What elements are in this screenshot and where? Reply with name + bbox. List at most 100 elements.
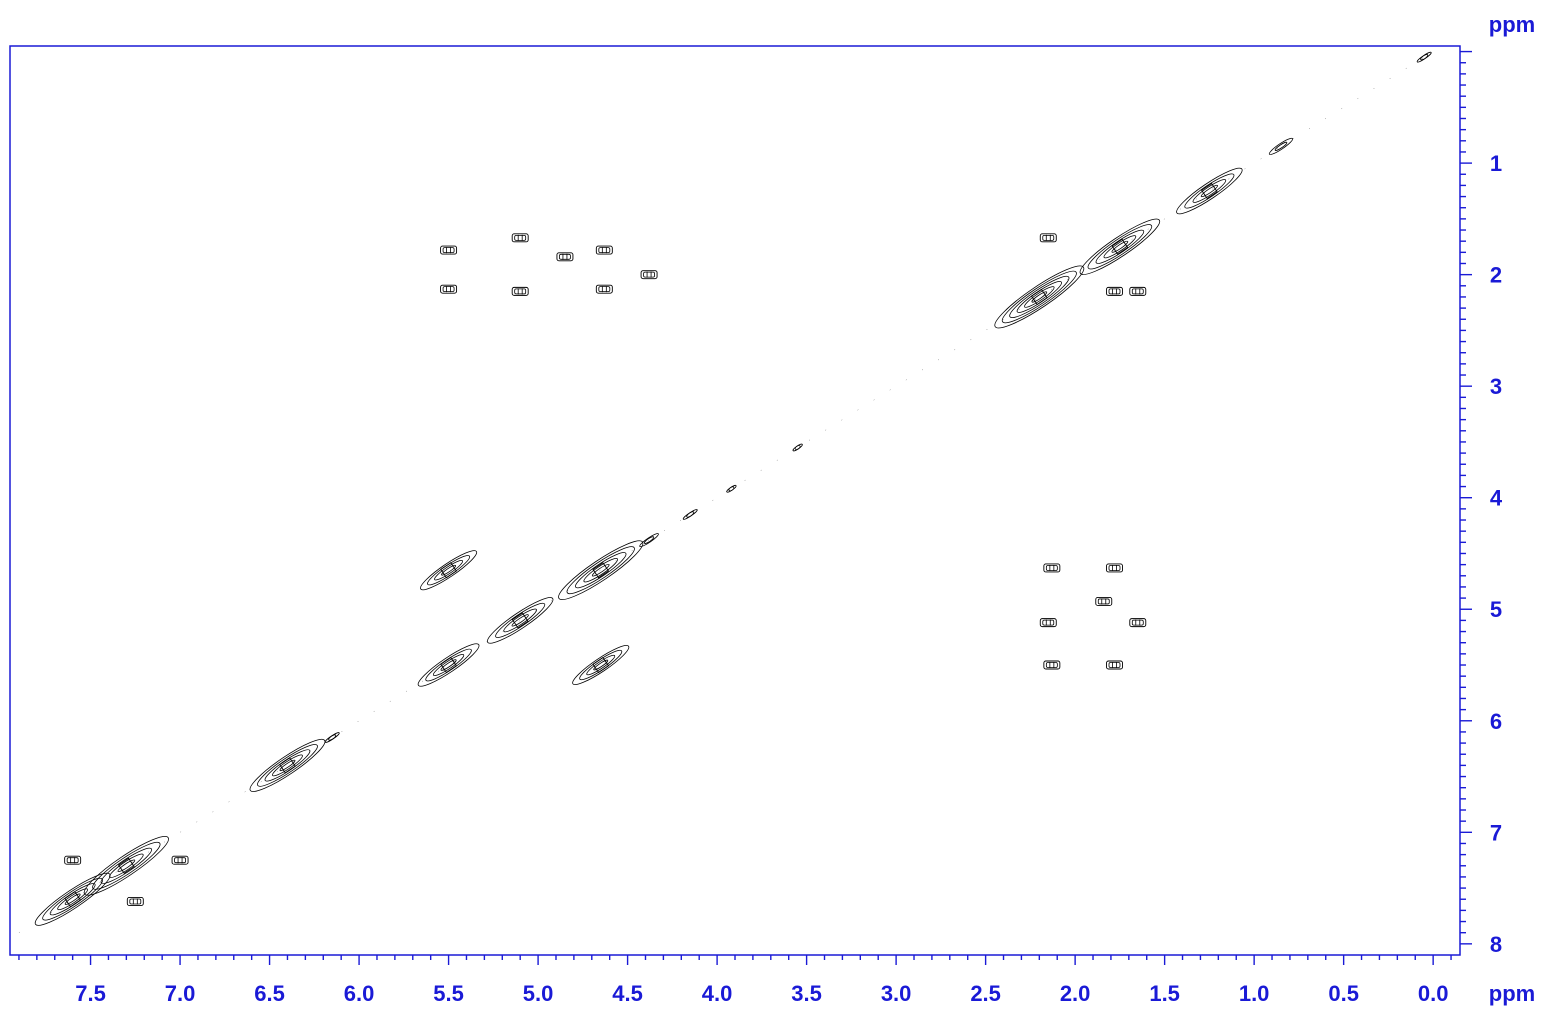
contour-level [83, 836, 169, 896]
contour-level [794, 445, 801, 450]
diagonal-peak [1079, 218, 1161, 275]
contour-level [591, 563, 610, 577]
diagonal-peak [1268, 137, 1294, 155]
diagonal-peak [639, 533, 659, 548]
diagonal-peak [420, 550, 478, 591]
contour-level [593, 659, 609, 671]
contour-level [171, 855, 189, 865]
contour-level [1184, 173, 1235, 209]
cross-peak [440, 245, 458, 255]
contour-core [1200, 182, 1218, 200]
y-axis: 1 2 3 4 5 6 7 8 [1460, 50, 1503, 957]
contour-level [586, 654, 616, 676]
contour-level [686, 511, 695, 518]
contour-level [1087, 224, 1153, 270]
x-axis: 7.5 7.0 6.5 6.0 5.5 5.0 4.5 4.0 3.5 3.0 2.5 2.0 1.5 1… [18, 955, 1452, 1006]
contour-level [1031, 291, 1048, 303]
x-tick-label: 2.5 [970, 981, 1001, 1006]
diagonal-peak [572, 645, 630, 685]
contour-level [1108, 288, 1121, 295]
contour-level [1095, 596, 1113, 606]
contour-level [1097, 598, 1110, 605]
contour-level [442, 247, 455, 254]
contour-level [598, 247, 611, 254]
contour-level [1111, 240, 1129, 253]
contour-level [1274, 141, 1288, 151]
contour-level [1043, 563, 1061, 573]
contour-level [1042, 234, 1055, 241]
contour-level [1103, 235, 1137, 259]
cross-peak [64, 855, 82, 865]
plot-frame [9, 45, 1461, 956]
contour-level [64, 855, 82, 865]
contour-level [174, 857, 186, 864]
contour-level [1108, 565, 1121, 571]
contour-core [1111, 238, 1129, 255]
contour-level [249, 738, 326, 792]
contour-level [92, 841, 161, 890]
contour-level [264, 749, 311, 782]
contour-level [1268, 137, 1294, 155]
contour-core [117, 857, 135, 874]
contour-level [427, 555, 471, 586]
contour-level [272, 754, 303, 777]
contour-level [434, 560, 464, 581]
contour-level [487, 597, 554, 644]
contour-level [257, 744, 318, 787]
contour-level [595, 245, 613, 255]
contour-core [1030, 288, 1048, 306]
contour-level [1108, 662, 1121, 668]
contour-core [440, 656, 457, 674]
contour-level [511, 233, 529, 243]
diagonal-peak [83, 836, 169, 896]
cross-peak [1095, 596, 1113, 606]
cross-peak [595, 245, 613, 255]
contour-level [566, 546, 635, 595]
contour-level [1106, 563, 1123, 573]
cross-peak [1039, 233, 1057, 243]
contour-level [511, 614, 529, 627]
x-tick-label: 0.5 [1328, 981, 1359, 1006]
x-axis-label: ppm [1489, 981, 1535, 1006]
diagonal-peak [726, 485, 737, 493]
contour-level [1045, 565, 1058, 571]
cross-peak [1129, 286, 1147, 296]
contour-level [511, 286, 529, 296]
diagonal-peak [249, 738, 326, 792]
contour-level [109, 853, 144, 878]
cross-peak [1039, 618, 1057, 628]
contour-level [440, 284, 458, 294]
x-tick-label: 7.5 [75, 981, 106, 1006]
diagonal-peak [487, 597, 554, 644]
contour-level [1129, 618, 1147, 628]
x-tick-label: 1.5 [1149, 981, 1180, 1006]
contour-level [1106, 286, 1123, 296]
contour-level [129, 898, 142, 905]
cross-peak [1043, 660, 1061, 670]
cross-peak [1129, 618, 1147, 628]
y-tick-label: 1 [1490, 151, 1502, 176]
contour-level [558, 540, 644, 600]
contour-level [1039, 618, 1057, 628]
contour-level [495, 602, 546, 638]
contour-level [328, 734, 337, 741]
contour-level [556, 252, 574, 262]
diagonal-peak [1176, 167, 1243, 215]
diagonal-peak [417, 643, 480, 687]
contour-level [100, 847, 153, 884]
contour-level [440, 659, 457, 671]
contour-level [643, 271, 655, 278]
x-tick-label: 6.5 [254, 981, 285, 1006]
y-tick-label: 6 [1490, 709, 1502, 734]
cross-peak [595, 284, 613, 294]
contour-level [420, 550, 478, 591]
contour-level [579, 649, 623, 681]
contour-level [503, 608, 537, 633]
contour-level [575, 552, 627, 589]
contour-core [64, 891, 82, 908]
contour-core [511, 612, 529, 629]
contour-core [440, 562, 457, 579]
y-tick-label: 7 [1490, 820, 1502, 845]
contour-level [728, 486, 735, 492]
cross-peak [171, 855, 189, 865]
